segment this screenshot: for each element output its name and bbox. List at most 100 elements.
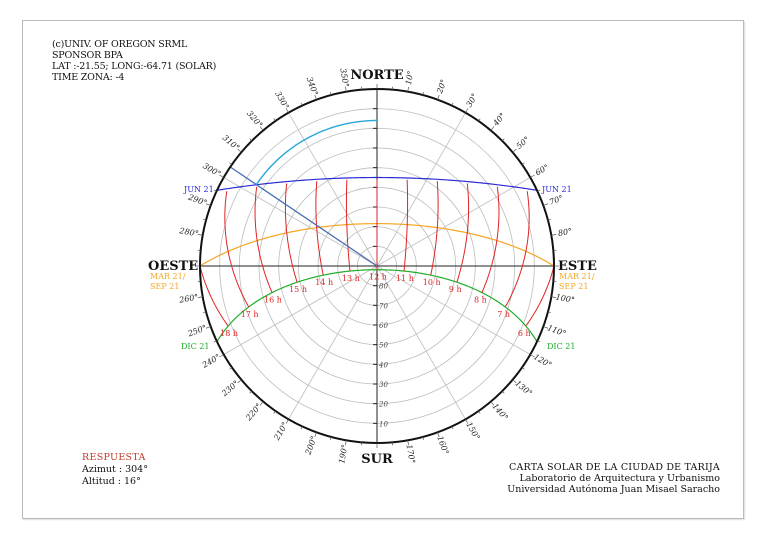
azimuth-tick — [437, 94, 440, 100]
azimuth-label: 150° — [464, 421, 481, 442]
chart-title: CARTA SOLAR DE LA CIUDAD DE TARIJA — [509, 462, 720, 473]
azimuth-tick — [512, 148, 517, 153]
azimuth-label: 120° — [532, 352, 553, 369]
azimuth-tick — [530, 354, 535, 358]
hour-label: 9 h — [449, 285, 462, 294]
azimuth-tick — [237, 379, 242, 384]
azimuth-tick — [512, 379, 517, 384]
azimuth-tick — [501, 138, 505, 142]
azimuth-tick — [543, 326, 549, 329]
azimuth-label: 100° — [555, 293, 576, 305]
azimuth-tick — [490, 401, 495, 406]
hour-label: 17 h — [241, 310, 259, 319]
azimuth-tick — [259, 401, 264, 406]
azimuth-tick — [501, 390, 505, 394]
azimuth-tick — [547, 219, 551, 221]
azimuth-tick — [521, 162, 525, 165]
azimuth-tick — [530, 174, 535, 178]
azimuth-tick — [203, 219, 207, 221]
west-label: OESTE — [148, 259, 198, 274]
hour-label: 16 h — [264, 296, 282, 305]
east-label: ESTE — [558, 259, 597, 274]
azimuth-label: 260° — [178, 293, 200, 305]
azimuth-tick — [422, 92, 424, 96]
jun-label-west: JUN 21 — [183, 185, 214, 194]
south-label: SUR — [361, 452, 393, 467]
sponsor-text: SPONSOR BPA — [52, 50, 123, 61]
azimuth-tick — [249, 390, 253, 394]
azimuth-tick — [330, 436, 332, 440]
azimuth-tick — [219, 174, 224, 178]
azimuth-tick — [197, 296, 203, 298]
hour-label: 6 h — [518, 329, 531, 338]
azimuth-gridline — [223, 265, 378, 355]
azimuth-tick — [521, 367, 525, 370]
azimuth-tick — [551, 296, 557, 298]
azimuth-tick — [205, 326, 211, 329]
chart-header: (c)UNIV. OF OREGON SRML SPONSOR BPA LAT … — [52, 39, 216, 83]
azimuth-label: 230° — [219, 379, 240, 399]
answer-azimuth: Azimut : 304° — [82, 464, 148, 475]
azimuth-tick — [551, 234, 557, 236]
equinox-label-west: MAR 21/ — [150, 272, 186, 281]
azimuth-tick — [537, 340, 541, 343]
hour-line — [254, 186, 273, 293]
hour-label: 11 h — [396, 274, 414, 283]
azimuth-tick — [422, 436, 424, 440]
north-label: NORTE — [350, 68, 403, 83]
azimuth-label: 30° — [465, 92, 480, 109]
azimuth-tick — [490, 126, 495, 131]
hour-label: 10 h — [423, 278, 441, 287]
azimuth-gridline — [376, 177, 531, 267]
azimuth-tick — [273, 118, 276, 122]
altitude-label: 20 — [378, 401, 388, 409]
azimuth-label: 250° — [186, 323, 208, 338]
azimuth-tick — [537, 189, 541, 192]
azimuth-label: 240° — [200, 352, 222, 370]
azimuth-tick — [229, 162, 233, 165]
azimuth-label: 40° — [491, 111, 508, 128]
university-name: Universidad Autónoma Juan Misael Saracho — [507, 484, 720, 495]
hour-label: 18 h — [220, 329, 238, 338]
azimuth-label: 110° — [546, 323, 567, 338]
azimuth-tick — [273, 410, 276, 414]
azimuth-tick — [197, 234, 203, 236]
azimuth-tick — [451, 102, 454, 106]
azimuth-label: 350° — [338, 68, 350, 89]
hour-label: 7 h — [497, 310, 510, 319]
azimuth-tick — [249, 138, 253, 142]
azimuth-tick — [547, 311, 551, 313]
date-curve — [217, 176, 537, 191]
azimuth-tick — [300, 102, 303, 106]
azimuth-tick — [205, 203, 211, 206]
hour-line — [403, 179, 409, 272]
azimuth-gridline — [223, 177, 378, 267]
altitude-label: 50 — [379, 342, 388, 350]
equinox-label-west-2: SEP 21 — [150, 282, 179, 291]
altitude-label: 10 — [379, 420, 388, 428]
hour-line — [456, 183, 470, 283]
azimuth-label: 140° — [491, 402, 510, 423]
azimuth-tick — [345, 440, 347, 446]
azimuth-tick — [330, 92, 332, 96]
hour-label: 13 h — [342, 274, 360, 283]
azimuth-label: 10° — [404, 70, 415, 86]
azimuth-label: 50° — [515, 135, 532, 151]
azimuth-gridline — [376, 265, 531, 355]
azimuth-label: 70° — [548, 194, 564, 207]
equinox-label-east: MAR 21/ — [559, 272, 595, 281]
azimuth-label: 20° — [435, 78, 449, 95]
hour-label: 14 h — [315, 278, 333, 287]
azimuth-tick — [229, 367, 233, 370]
hour-line — [224, 191, 250, 308]
hour-label: 8 h — [474, 296, 487, 305]
azimuth-tick — [203, 311, 207, 313]
azimuth-gridline — [376, 112, 466, 267]
azimuth-tick — [213, 340, 217, 343]
azimuth-label: 280° — [178, 226, 200, 238]
timezone-text: TIME ZONA: -4 — [52, 72, 125, 83]
azimuth-tick — [478, 410, 481, 414]
jun-label-east: JUN 21 — [541, 185, 572, 194]
azimuth-tick — [437, 432, 440, 438]
